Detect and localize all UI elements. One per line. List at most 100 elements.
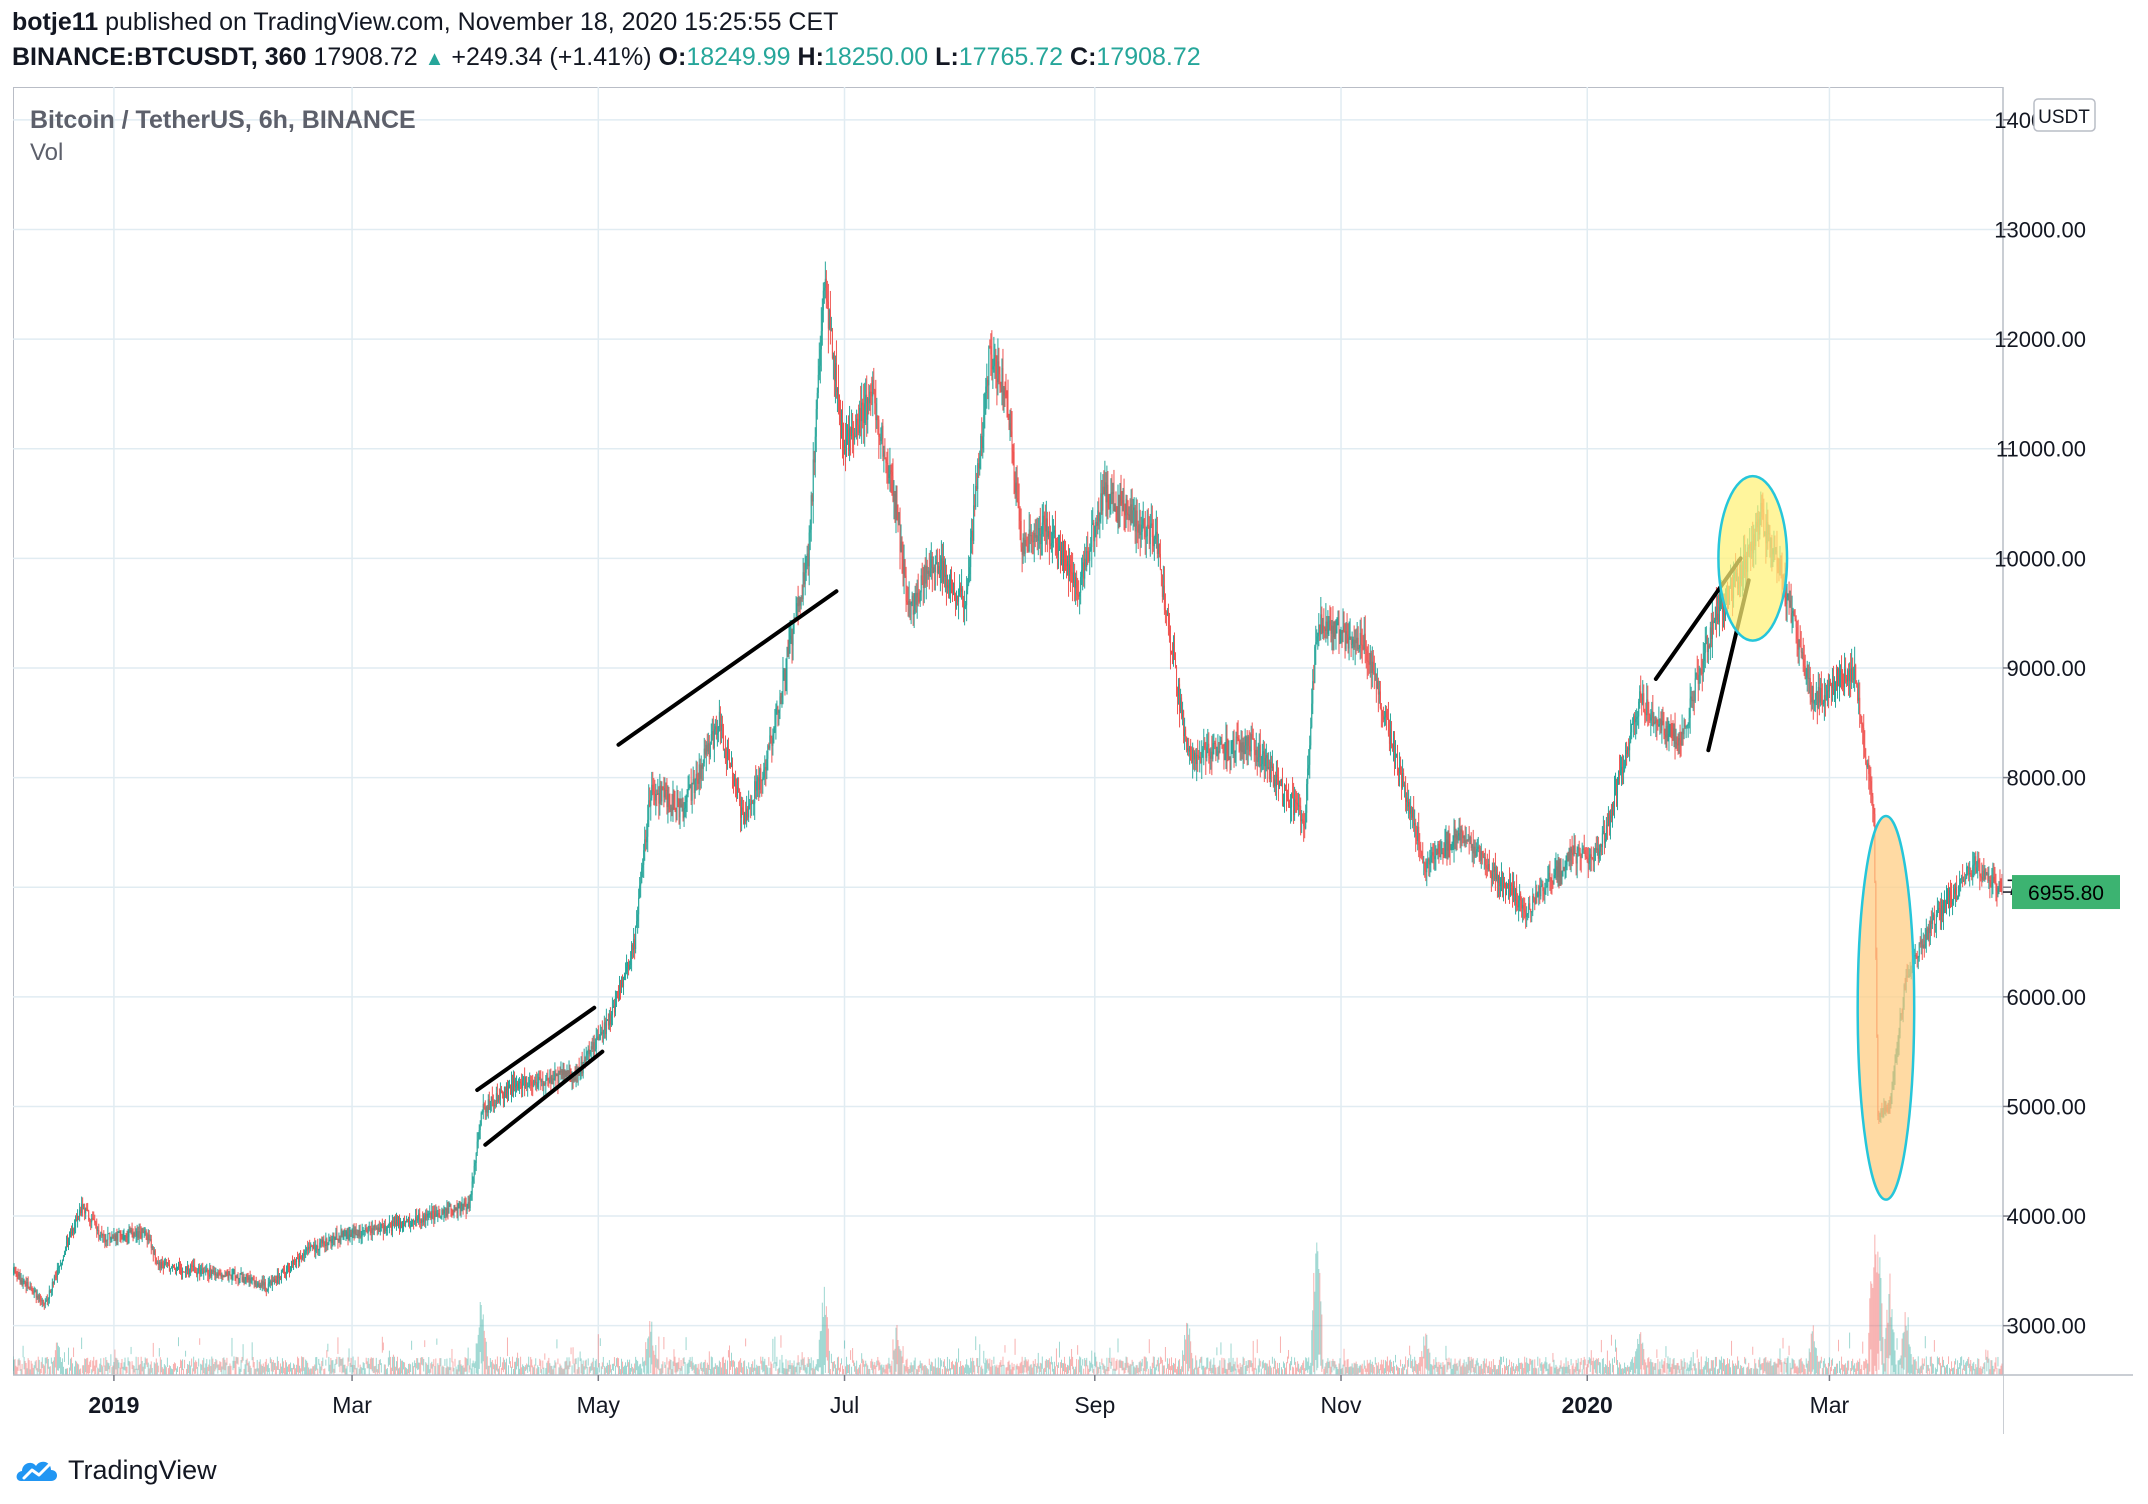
- volume-bar: [36, 1368, 38, 1379]
- candle: [606, 1019, 608, 1021]
- volume-bar: [1452, 1364, 1454, 1376]
- candle: [1196, 754, 1198, 765]
- candle: [1522, 904, 1524, 909]
- volume-bar: [1301, 1365, 1303, 1376]
- candle: [478, 1130, 480, 1140]
- candle: [535, 1082, 537, 1084]
- candle: [282, 1269, 284, 1272]
- candle: [33, 1292, 35, 1294]
- volume-bar: [491, 1360, 493, 1377]
- volume-bar: [1100, 1365, 1102, 1383]
- volume-bar: [390, 1367, 392, 1376]
- candle: [1194, 752, 1196, 760]
- volume-bar: [462, 1365, 464, 1381]
- candle: [1210, 751, 1212, 759]
- volume-bar: [645, 1342, 647, 1366]
- candle: [376, 1227, 378, 1231]
- candle: [1420, 849, 1422, 852]
- volume-bar: [1161, 1359, 1163, 1379]
- volume-bar: [1448, 1357, 1450, 1366]
- candle: [106, 1239, 108, 1241]
- candle: [62, 1255, 64, 1261]
- volume-bar: [689, 1357, 691, 1368]
- candle: [83, 1208, 85, 1210]
- volume-bar: [520, 1356, 522, 1375]
- candle: [1133, 507, 1135, 511]
- volume-bar: [1571, 1365, 1573, 1383]
- candle: [45, 1299, 47, 1302]
- volume-bar: [130, 1346, 132, 1355]
- volume-bar: [872, 1361, 874, 1374]
- volume-bar: [582, 1360, 584, 1379]
- candle: [213, 1271, 215, 1273]
- volume-bar: [1090, 1362, 1092, 1371]
- candle: [1119, 496, 1121, 518]
- candle: [262, 1281, 264, 1286]
- volume-bar: [322, 1357, 324, 1367]
- candle: [1463, 835, 1465, 839]
- volume-bar: [181, 1360, 183, 1378]
- volume-bar: [466, 1358, 468, 1376]
- candle: [284, 1272, 286, 1276]
- volume-bar: [156, 1362, 158, 1377]
- volume-bar: [606, 1362, 608, 1376]
- candle: [191, 1265, 193, 1267]
- candle: [170, 1266, 172, 1269]
- volume-bar: [1431, 1364, 1433, 1383]
- volume-bar: [707, 1364, 709, 1381]
- candle: [1449, 844, 1451, 850]
- candle: [1052, 532, 1054, 534]
- volume-bar: [960, 1361, 962, 1375]
- volume-bar: [996, 1364, 998, 1378]
- candle: [1100, 493, 1102, 519]
- candle: [1297, 802, 1299, 806]
- candle: [1046, 518, 1048, 537]
- author-name[interactable]: botje11: [12, 8, 99, 36]
- candle: [1475, 850, 1477, 857]
- candle: [831, 328, 833, 359]
- volume-bar: [1598, 1361, 1600, 1374]
- candle: [1150, 523, 1152, 526]
- candle: [308, 1246, 310, 1250]
- candle: [701, 765, 703, 769]
- candle: [899, 520, 901, 551]
- candle: [988, 346, 990, 386]
- candle: [1284, 786, 1286, 799]
- candle: [603, 1022, 605, 1031]
- candle: [1123, 500, 1125, 511]
- price-chart[interactable]: 14000.0013000.0012000.0011000.0010000.00…: [13, 87, 2133, 1434]
- volume-bar: [352, 1356, 354, 1373]
- volume-bar: [1548, 1364, 1550, 1379]
- volume-bar: [1474, 1364, 1476, 1373]
- volume-bar: [723, 1362, 725, 1380]
- candle: [406, 1221, 408, 1223]
- candle: [1418, 826, 1420, 845]
- candle: [671, 807, 673, 812]
- candle: [1166, 611, 1168, 615]
- candle: [1588, 858, 1590, 864]
- volume-bar: [1296, 1367, 1298, 1380]
- volume-bar: [1428, 1348, 1430, 1371]
- candle: [1109, 493, 1111, 509]
- candle: [1097, 510, 1099, 526]
- volume-bar: [1217, 1367, 1219, 1379]
- candle: [1338, 622, 1340, 643]
- volume-bar: [994, 1364, 996, 1384]
- candle: [1563, 866, 1565, 871]
- candle: [914, 593, 916, 611]
- candle: [204, 1271, 206, 1273]
- volume-bar: [615, 1358, 617, 1367]
- candle: [1377, 680, 1379, 695]
- candle: [1239, 741, 1241, 751]
- candle: [609, 1013, 611, 1025]
- volume-bar: [1165, 1368, 1167, 1376]
- volume-bar: [1637, 1338, 1639, 1375]
- candle: [30, 1287, 32, 1289]
- volume-bar: [268, 1368, 270, 1380]
- volume-bar: [207, 1366, 209, 1380]
- candle: [596, 1036, 598, 1039]
- volume-bar: [985, 1358, 987, 1383]
- volume-bar: [273, 1362, 275, 1370]
- volume-bar: [471, 1363, 473, 1380]
- volume-bar: [335, 1359, 337, 1365]
